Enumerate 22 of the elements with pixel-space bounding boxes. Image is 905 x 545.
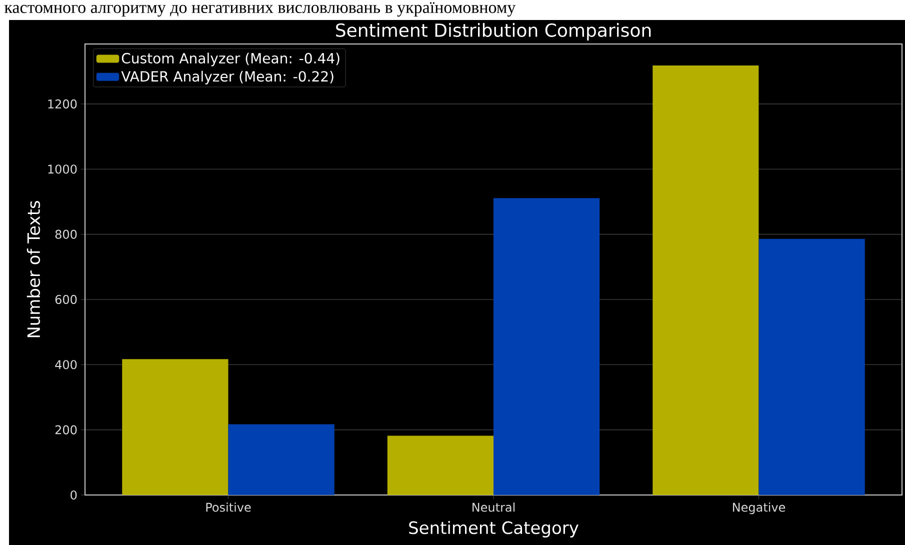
bar [652,65,759,495]
bar [122,359,228,495]
bar [494,198,600,495]
chart-title: Sentiment Distribution Comparison [336,23,651,40]
legend-label: Custom Analyzer (Mean: -0.44) [122,52,340,66]
legend-label: VADER Analyzer (Mean: -0.22) [121,70,334,84]
bar [387,436,494,495]
x-tick-label: Neutral [472,502,515,512]
y-tick-label: 200 [55,425,77,434]
x-axis-title: Sentiment Category [409,520,578,538]
text: кастомного алгоритму до негативних висловлювань в україномовному [4,2,516,17]
x-tick-label: Negative [733,502,786,514]
bar [228,424,334,495]
y-tick-label: 0 [70,490,77,500]
y-axis-title: Number of Texts [26,200,40,338]
bar [758,238,865,495]
y-tick-label: 400 [55,360,77,370]
y-tick-label: 1000 [48,164,77,174]
y-tick-label: 600 [55,294,77,304]
y-tick-label: 1200 [48,99,77,108]
x-tick-label: Positive [206,502,251,512]
y-tick-label: 800 [55,230,77,239]
